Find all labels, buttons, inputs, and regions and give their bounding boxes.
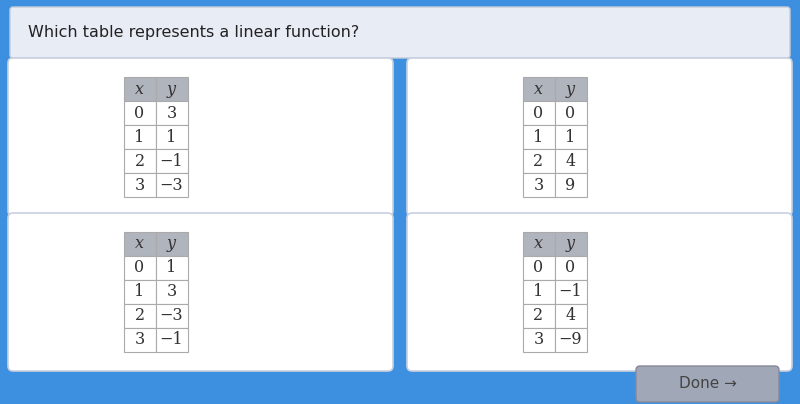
- Text: 2: 2: [534, 307, 543, 324]
- FancyBboxPatch shape: [554, 149, 586, 173]
- FancyBboxPatch shape: [155, 101, 187, 125]
- Text: x: x: [135, 80, 144, 97]
- FancyBboxPatch shape: [522, 328, 554, 352]
- FancyBboxPatch shape: [10, 7, 790, 58]
- Text: 0: 0: [534, 259, 543, 276]
- FancyBboxPatch shape: [554, 304, 586, 328]
- FancyBboxPatch shape: [554, 256, 586, 280]
- Text: 2: 2: [534, 152, 543, 170]
- FancyBboxPatch shape: [123, 256, 155, 280]
- Text: 2: 2: [134, 152, 145, 170]
- Text: −1: −1: [160, 152, 183, 170]
- FancyBboxPatch shape: [522, 304, 554, 328]
- Text: Done →: Done →: [678, 377, 737, 391]
- FancyBboxPatch shape: [522, 173, 554, 197]
- FancyBboxPatch shape: [554, 125, 586, 149]
- Text: 0: 0: [566, 105, 575, 122]
- FancyBboxPatch shape: [123, 125, 155, 149]
- FancyBboxPatch shape: [522, 256, 554, 280]
- Text: 3: 3: [166, 284, 177, 301]
- Text: 1: 1: [566, 128, 576, 145]
- FancyBboxPatch shape: [8, 58, 393, 216]
- FancyBboxPatch shape: [407, 58, 792, 216]
- Text: 3: 3: [534, 177, 544, 194]
- Text: y: y: [566, 236, 575, 252]
- Text: 9: 9: [566, 177, 576, 194]
- Text: 1: 1: [166, 128, 177, 145]
- FancyBboxPatch shape: [155, 232, 187, 256]
- Text: −1: −1: [160, 332, 183, 349]
- Text: 0: 0: [566, 259, 575, 276]
- Text: 4: 4: [566, 152, 575, 170]
- Text: 0: 0: [134, 259, 145, 276]
- FancyBboxPatch shape: [522, 77, 554, 101]
- FancyBboxPatch shape: [123, 173, 155, 197]
- FancyBboxPatch shape: [155, 304, 187, 328]
- Text: 3: 3: [134, 332, 145, 349]
- FancyBboxPatch shape: [554, 232, 586, 256]
- Text: x: x: [534, 80, 543, 97]
- FancyBboxPatch shape: [554, 280, 586, 304]
- FancyBboxPatch shape: [123, 101, 155, 125]
- Text: 1: 1: [534, 284, 544, 301]
- FancyBboxPatch shape: [522, 101, 554, 125]
- Text: 4: 4: [566, 307, 575, 324]
- Text: 1: 1: [166, 259, 177, 276]
- Text: 1: 1: [134, 284, 145, 301]
- Text: 0: 0: [134, 105, 145, 122]
- FancyBboxPatch shape: [123, 304, 155, 328]
- FancyBboxPatch shape: [155, 256, 187, 280]
- Text: 1: 1: [134, 128, 145, 145]
- Text: 1: 1: [534, 128, 544, 145]
- FancyBboxPatch shape: [123, 232, 155, 256]
- FancyBboxPatch shape: [407, 213, 792, 371]
- FancyBboxPatch shape: [522, 149, 554, 173]
- FancyBboxPatch shape: [554, 101, 586, 125]
- Text: −3: −3: [160, 307, 183, 324]
- FancyBboxPatch shape: [522, 125, 554, 149]
- Text: y: y: [167, 236, 176, 252]
- FancyBboxPatch shape: [155, 173, 187, 197]
- Text: 3: 3: [166, 105, 177, 122]
- Text: 3: 3: [134, 177, 145, 194]
- FancyBboxPatch shape: [155, 328, 187, 352]
- FancyBboxPatch shape: [155, 77, 187, 101]
- FancyBboxPatch shape: [123, 149, 155, 173]
- Text: Which table represents a linear function?: Which table represents a linear function…: [28, 25, 359, 40]
- Text: x: x: [534, 236, 543, 252]
- FancyBboxPatch shape: [123, 280, 155, 304]
- FancyBboxPatch shape: [522, 280, 554, 304]
- FancyBboxPatch shape: [554, 173, 586, 197]
- FancyBboxPatch shape: [155, 280, 187, 304]
- FancyBboxPatch shape: [554, 328, 586, 352]
- Text: x: x: [135, 236, 144, 252]
- Text: 0: 0: [534, 105, 543, 122]
- Text: −3: −3: [160, 177, 183, 194]
- Text: 2: 2: [134, 307, 145, 324]
- FancyBboxPatch shape: [155, 125, 187, 149]
- Text: −9: −9: [558, 332, 582, 349]
- FancyBboxPatch shape: [155, 149, 187, 173]
- FancyBboxPatch shape: [8, 213, 393, 371]
- Text: −1: −1: [558, 284, 582, 301]
- FancyBboxPatch shape: [522, 232, 554, 256]
- FancyBboxPatch shape: [554, 77, 586, 101]
- Text: 3: 3: [534, 332, 544, 349]
- FancyBboxPatch shape: [123, 328, 155, 352]
- Text: y: y: [167, 80, 176, 97]
- Text: y: y: [566, 80, 575, 97]
- FancyBboxPatch shape: [636, 366, 779, 402]
- FancyBboxPatch shape: [123, 77, 155, 101]
